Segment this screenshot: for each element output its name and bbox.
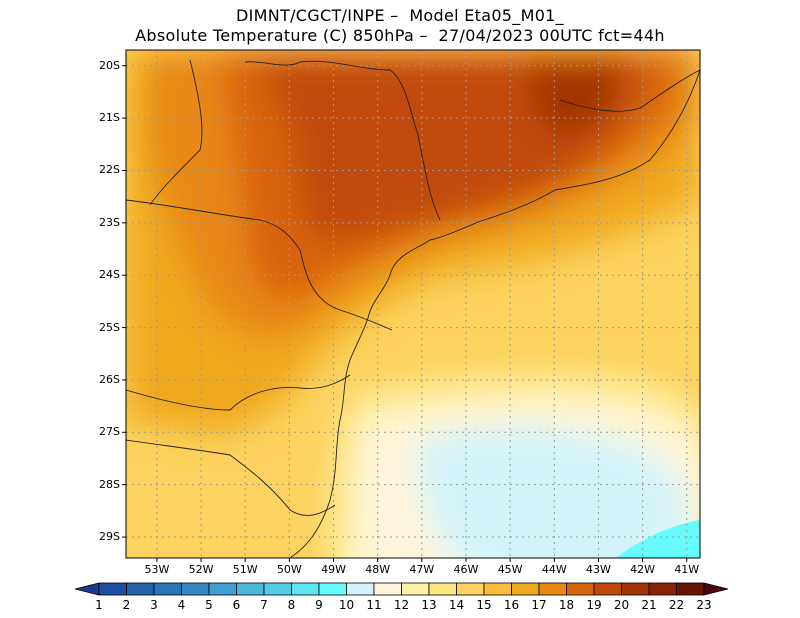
colorbar-swatch bbox=[153, 582, 182, 596]
lat-tick-label: 21S bbox=[99, 111, 120, 125]
colorbar-level-label: 5 bbox=[205, 598, 213, 612]
colorbar-swatch bbox=[593, 582, 622, 596]
colorbar-swatch bbox=[511, 582, 540, 596]
graticule bbox=[126, 50, 700, 558]
colorbar-arrow-low bbox=[74, 582, 100, 596]
colorbar-swatch bbox=[648, 582, 677, 596]
temperature-field bbox=[126, 50, 700, 558]
colorbar-level-label: 12 bbox=[393, 598, 410, 612]
colorbar-swatch bbox=[181, 582, 210, 596]
lat-tick-label: 26S bbox=[99, 372, 120, 386]
state-border-ms bbox=[149, 59, 203, 206]
lon-tick-label: 46W bbox=[453, 563, 479, 576]
colorbar-level-label: 11 bbox=[366, 598, 382, 612]
colorbar-swatch bbox=[621, 582, 650, 596]
lat-tick-label: 25S bbox=[99, 320, 120, 334]
colorbar-swatch bbox=[346, 582, 375, 596]
colorbar-swatch bbox=[401, 582, 430, 596]
lon-tick-label: 53W bbox=[144, 563, 170, 576]
colorbar-level-label: 1 bbox=[95, 598, 103, 612]
lon-tick-label: 45W bbox=[497, 563, 523, 576]
colorbar bbox=[74, 582, 729, 596]
coastline bbox=[289, 69, 700, 558]
lon-tick-label: 42W bbox=[630, 563, 656, 576]
colorbar-level-label: 2 bbox=[122, 598, 131, 612]
colorbar-level-label: 23 bbox=[696, 598, 712, 612]
map-frame bbox=[125, 49, 701, 559]
colorbar-arrow-high bbox=[703, 582, 729, 596]
colorbar-level-label: 7 bbox=[260, 598, 268, 612]
lat-tick-label: 20S bbox=[99, 58, 120, 72]
lon-tick-label: 43W bbox=[586, 563, 611, 576]
lon-tick-label: 48W bbox=[365, 563, 391, 576]
colorbar-level-label: 16 bbox=[503, 598, 520, 612]
state-border-mg-sp bbox=[244, 60, 441, 221]
colorbar-swatch bbox=[428, 582, 457, 596]
lat-tick-label: 28S bbox=[99, 477, 120, 491]
colorbar-swatch bbox=[208, 582, 237, 596]
lat-tick-label: 27S bbox=[99, 425, 120, 439]
lon-tick-label: 52W bbox=[188, 563, 214, 576]
colorbar-level-label: 22 bbox=[668, 598, 685, 612]
field-10-11 bbox=[415, 426, 690, 558]
colorbar-level-label: 9 bbox=[315, 598, 323, 612]
chart-title-line-1: DIMNT/CGCT/INPE – Model Eta05_M01_ bbox=[236, 6, 564, 25]
state-border-mg-es bbox=[559, 69, 700, 112]
colorbar-level-label: 19 bbox=[586, 598, 602, 612]
colorbar-swatch bbox=[98, 582, 127, 596]
state-border-sp-pr bbox=[126, 199, 393, 331]
colorbar-swatch bbox=[291, 582, 320, 596]
colorbar-swatch bbox=[538, 582, 567, 596]
colorbar-level-label: 4 bbox=[177, 598, 186, 612]
lon-tick-label: 44W bbox=[541, 563, 567, 576]
colorbar-level-label: 20 bbox=[613, 598, 630, 612]
lon-tick-label: 49W bbox=[321, 563, 346, 576]
lon-tick-label: 47W bbox=[409, 563, 435, 576]
colorbar-swatch bbox=[236, 582, 265, 596]
lon-tick-label: 41W bbox=[674, 563, 700, 576]
chart-title-line-2: Absolute Temperature (C) 850hPa – 27/04/… bbox=[135, 26, 665, 45]
lat-tick-label: 23S bbox=[99, 215, 120, 229]
state-border-sc-rs bbox=[126, 439, 336, 516]
lon-tick-label: 51W bbox=[232, 563, 258, 576]
colorbar-swatch bbox=[483, 582, 512, 596]
colorbar-swatch bbox=[456, 582, 485, 596]
colorbar-swatch bbox=[126, 582, 155, 596]
lat-tick-label: 29S bbox=[99, 530, 120, 544]
colorbar-swatch bbox=[676, 582, 705, 596]
colorbar-level-label: 8 bbox=[287, 598, 296, 612]
colorbar-level-label: 14 bbox=[448, 598, 465, 612]
colorbar-level-label: 10 bbox=[338, 598, 355, 612]
colorbar-level-label: 17 bbox=[531, 598, 547, 612]
state-border-pr-sc bbox=[126, 374, 351, 411]
colorbar-swatch bbox=[373, 582, 402, 596]
boundaries bbox=[126, 59, 700, 558]
colorbar-level-label: 21 bbox=[641, 598, 657, 612]
lon-tick-label: 50W bbox=[276, 563, 302, 576]
axis-ticks bbox=[122, 65, 688, 562]
colorbar-swatch bbox=[318, 582, 347, 596]
colorbar-swatch bbox=[263, 582, 292, 596]
colorbar-level-label: 13 bbox=[421, 598, 437, 612]
colorbar-swatch bbox=[566, 582, 595, 596]
colorbar-level-label: 15 bbox=[476, 598, 492, 612]
lat-tick-label: 24S bbox=[99, 268, 120, 282]
lat-tick-label: 22S bbox=[99, 163, 120, 177]
field-9-10 bbox=[615, 520, 700, 558]
colorbar-level-label: 6 bbox=[232, 598, 241, 612]
colorbar-level-label: 3 bbox=[150, 598, 158, 612]
colorbar-level-label: 18 bbox=[558, 598, 575, 612]
